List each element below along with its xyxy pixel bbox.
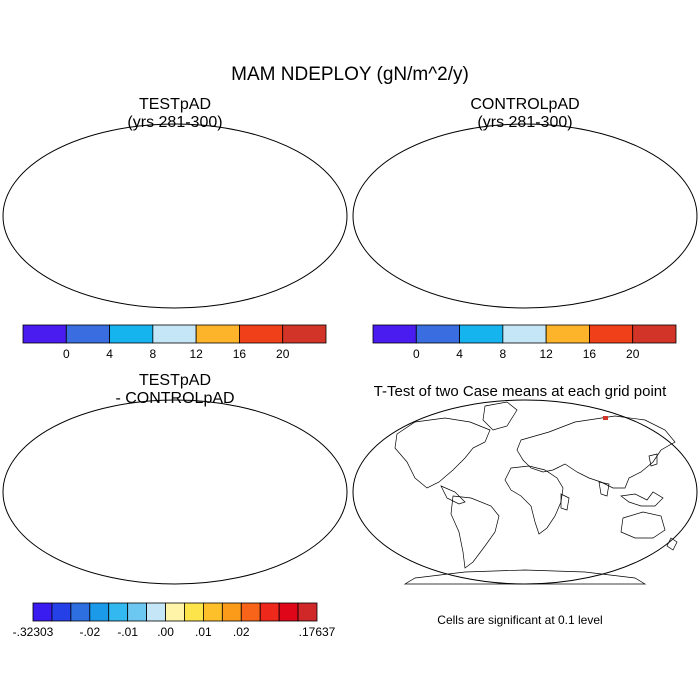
colorbar-tick-label: 20: [626, 347, 640, 361]
colorbar-tick-label: 12: [189, 347, 203, 361]
colorbar-tick-label: 0: [63, 347, 70, 361]
significance-note: Cells are significant at 0.1 level: [437, 613, 603, 627]
colorbar-swatch: [545, 324, 590, 344]
panel-control-title-line1: CONTROLpAD: [470, 96, 580, 113]
colorbar-tick-label: .02: [233, 625, 250, 639]
colorbar-swatch: [415, 324, 460, 344]
panel-control-title: CONTROLpAD (yrs 281-300): [375, 96, 675, 132]
panel-test-title: TESTpAD (yrs 281-300): [25, 96, 325, 132]
colorbar-swatch: [184, 602, 204, 622]
map-control: [352, 123, 698, 309]
panel-test-title-line1: TESTpAD: [138, 96, 211, 113]
colorbar-swatch: [259, 602, 280, 622]
colorbar-control: 0 4 8 12 16 20: [372, 324, 677, 361]
colorbar-swatch: [202, 602, 223, 622]
colorbar-swatch: [51, 602, 72, 622]
colorbar-swatch: [65, 324, 110, 344]
colorbar-swatch: [278, 602, 299, 622]
colorbar-swatch: [70, 602, 91, 622]
colorbar-tick-label: .17637: [299, 625, 336, 639]
colorbar-swatch: [459, 324, 504, 344]
colorbar-tick-label: 0: [413, 347, 420, 361]
panel-diff-title: TESTpAD - CONTROLpAD: [25, 372, 325, 408]
map-test: [2, 123, 348, 309]
colorbar-tick-label: 4: [106, 347, 113, 361]
colorbar-tick-label: .00: [157, 625, 174, 639]
panel-diff-title-line2: - CONTROLpAD: [115, 390, 235, 407]
colorbar-tick-label: 20: [276, 347, 290, 361]
colorbar-swatch: [152, 324, 197, 344]
colorbar-swatch: [165, 602, 185, 622]
colorbar-swatch: [372, 324, 417, 344]
figure-title: MAM NDEPLOY (gN/m^2/y): [231, 64, 469, 85]
colorbar-tick-label: -.32303: [13, 625, 54, 639]
colorbar-swatch: [32, 602, 53, 622]
colorbar-swatch: [589, 324, 634, 344]
colorbar-test: 0 4 8 12 16 20: [22, 324, 327, 361]
colorbar-difference: -.32303 -.02 -.01 .00 .01 .02 .17637: [13, 602, 336, 639]
map-difference: [2, 399, 348, 585]
colorbar-tick-label: 16: [233, 347, 247, 361]
panel-ttest-title: T-Test of two Case means at each grid po…: [373, 383, 667, 400]
panel-control-title-line2: (yrs 281-300): [477, 114, 573, 131]
colorbar-tick-label: -.01: [117, 625, 138, 639]
colorbar-swatch: [502, 324, 547, 344]
colorbar-tick-label: 8: [500, 347, 507, 361]
colorbar-swatch: [239, 324, 284, 344]
colorbar-tick-label: 12: [539, 347, 553, 361]
colorbar-swatch: [146, 602, 166, 622]
panel-test-title-line2: (yrs 281-300): [127, 114, 223, 131]
colorbar-swatch: [282, 324, 327, 344]
colorbar-swatch: [195, 324, 240, 344]
colorbar-swatch: [127, 602, 147, 622]
colorbar-swatch: [221, 602, 242, 622]
colorbar-swatch: [297, 602, 318, 622]
colorbar-swatch: [108, 602, 129, 622]
colorbar-tick-label: 8: [150, 347, 157, 361]
colorbar-swatch: [240, 602, 261, 622]
colorbar-swatch: [22, 324, 67, 344]
colorbar-swatch: [632, 324, 677, 344]
colorbar-tick-label: .01: [195, 625, 212, 639]
colorbar-tick-label: -.02: [79, 625, 100, 639]
colorbar-swatch: [89, 602, 110, 622]
panel-diff-title-line1: TESTpAD: [138, 372, 211, 389]
map-ttest: [352, 399, 698, 585]
colorbar-tick-label: 16: [583, 347, 597, 361]
colorbar-tick-label: 4: [456, 347, 463, 361]
colorbar-swatch: [109, 324, 154, 344]
